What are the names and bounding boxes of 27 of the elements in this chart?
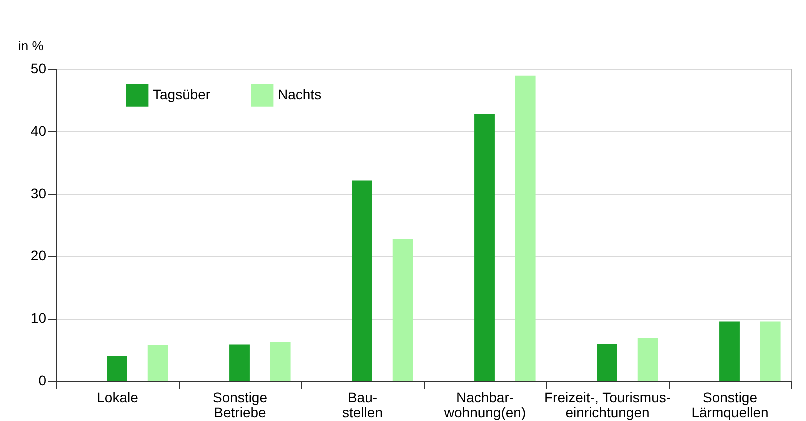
- x-tick-label: Bau- stellen: [342, 390, 383, 420]
- bar: [107, 356, 128, 381]
- legend-label: Tagsüber: [153, 86, 211, 103]
- bar: [474, 114, 495, 381]
- y-tick-label: 20: [30, 248, 47, 264]
- bar: [230, 344, 250, 381]
- x-tick-label: Sonstige Betriebe: [213, 390, 268, 420]
- bar: [392, 239, 414, 381]
- bar: [148, 345, 168, 381]
- x-tick-label: Sonstige Lärmquellen: [692, 390, 769, 420]
- y-tick-label: 40: [30, 122, 47, 139]
- bar: [270, 342, 291, 381]
- bar: [515, 76, 536, 381]
- y-tick-label: 0: [38, 372, 47, 388]
- x-tick-label: Nachbar- wohnung(en): [443, 390, 526, 420]
- x-tick-label: Lokale: [97, 390, 139, 406]
- bar: [760, 322, 781, 381]
- y-tick-label: 30: [30, 185, 47, 202]
- legend-label: Nachts: [278, 86, 322, 103]
- bar: [597, 344, 618, 381]
- y-tick-label: 50: [30, 60, 47, 76]
- bar: [720, 322, 740, 381]
- bar: [638, 338, 658, 381]
- y-tick-label: 10: [30, 310, 47, 326]
- x-tick-label: Freizeit-, Tourismus- einrichtungen: [544, 390, 672, 420]
- y-axis-title: in %: [18, 38, 44, 54]
- bar: [352, 180, 372, 381]
